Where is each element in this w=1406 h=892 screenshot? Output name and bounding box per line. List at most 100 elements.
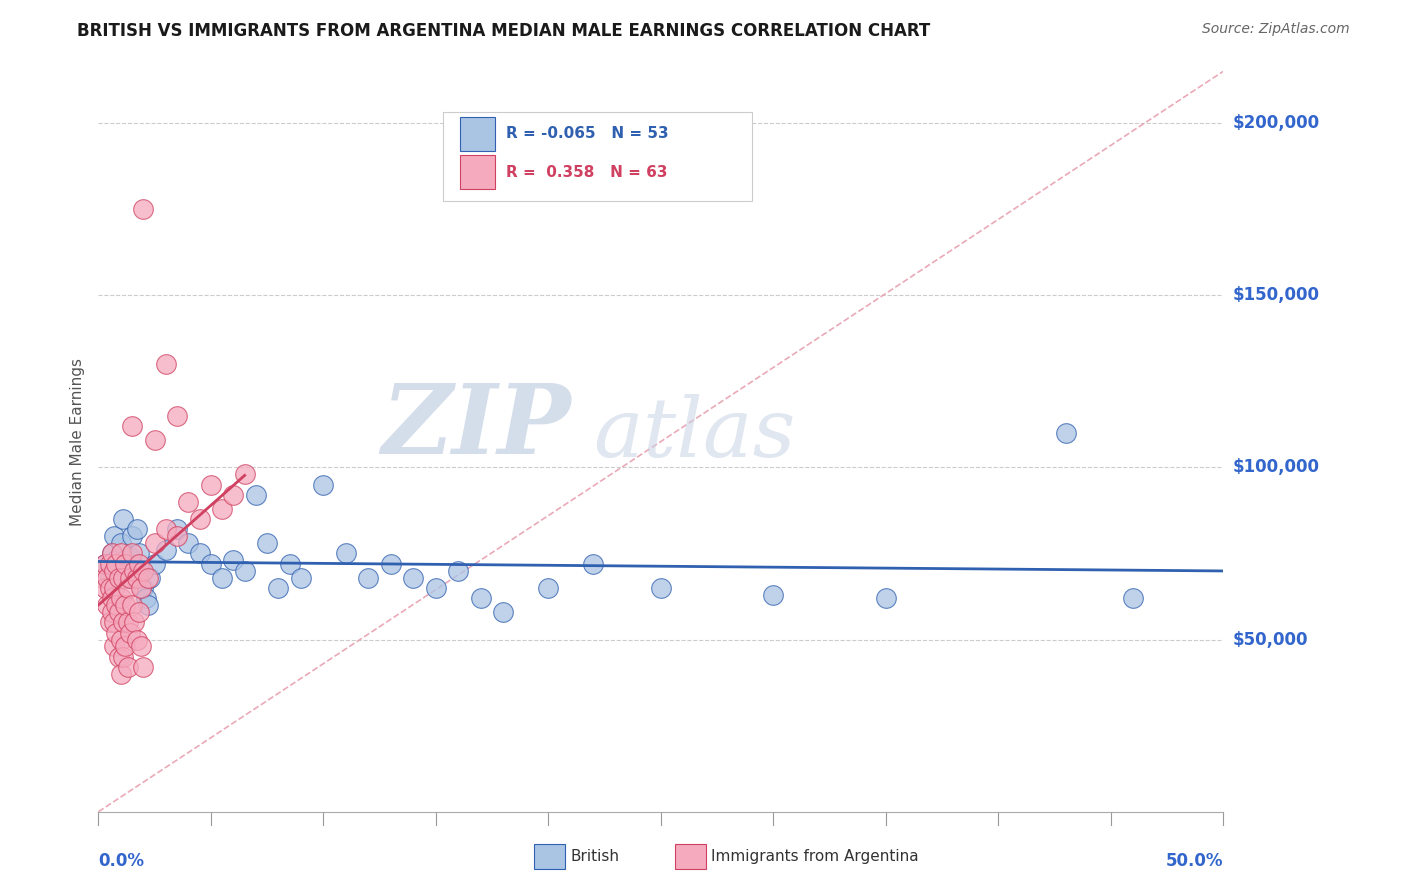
Point — [98, 581, 121, 595]
Point — [98, 557, 121, 571]
Point — [112, 512, 135, 526]
Point — [143, 536, 166, 550]
Point — [124, 615, 146, 630]
Point — [121, 546, 143, 560]
Point — [278, 557, 301, 571]
Point — [155, 543, 177, 558]
Text: R =  0.358   N = 63: R = 0.358 N = 63 — [506, 165, 668, 179]
Point — [117, 581, 139, 595]
Point — [110, 591, 132, 606]
Point — [166, 522, 188, 536]
Point — [117, 660, 139, 674]
Point — [107, 570, 129, 584]
Point — [128, 557, 150, 571]
Point — [118, 549, 141, 564]
Point — [125, 522, 148, 536]
Point — [136, 598, 159, 612]
Point — [103, 581, 125, 595]
Point — [96, 598, 118, 612]
Point — [582, 557, 605, 571]
Point — [91, 570, 114, 584]
Point — [188, 546, 211, 560]
Point — [94, 581, 117, 595]
Point — [94, 557, 117, 571]
Point — [155, 357, 177, 371]
Point — [124, 564, 146, 578]
Point — [211, 570, 233, 584]
Point — [447, 564, 470, 578]
Text: British: British — [571, 849, 620, 863]
Point — [132, 660, 155, 674]
Point — [135, 591, 157, 606]
Point — [177, 536, 200, 550]
Point — [492, 605, 515, 619]
Text: ZIP: ZIP — [381, 380, 571, 474]
Point — [139, 570, 162, 584]
Point — [101, 591, 124, 606]
Point — [357, 570, 380, 584]
Point — [470, 591, 492, 606]
Point — [117, 570, 139, 584]
Point — [200, 477, 222, 491]
Point — [762, 588, 785, 602]
Point — [312, 477, 335, 491]
Point — [1122, 591, 1144, 606]
Point — [110, 557, 132, 571]
Point — [114, 553, 136, 567]
Point — [107, 570, 129, 584]
Point — [125, 570, 148, 584]
Point — [267, 581, 290, 595]
Point — [425, 581, 447, 595]
Point — [117, 615, 139, 630]
Text: R = -0.065   N = 53: R = -0.065 N = 53 — [506, 127, 669, 141]
Point — [98, 570, 121, 584]
Point — [118, 570, 141, 584]
Point — [200, 557, 222, 571]
Point — [110, 667, 132, 681]
Point — [101, 546, 124, 560]
Point — [290, 570, 312, 584]
Point — [103, 564, 125, 578]
Point — [114, 557, 136, 571]
Point — [125, 632, 148, 647]
Text: 0.0%: 0.0% — [98, 853, 145, 871]
Point — [114, 598, 136, 612]
Point — [188, 512, 211, 526]
Point — [121, 529, 143, 543]
Point — [155, 522, 177, 536]
Text: atlas: atlas — [593, 394, 796, 475]
Point — [402, 570, 425, 584]
Point — [103, 529, 125, 543]
Point — [222, 488, 245, 502]
Text: Source: ZipAtlas.com: Source: ZipAtlas.com — [1202, 22, 1350, 37]
Point — [101, 605, 124, 619]
Text: 50.0%: 50.0% — [1166, 853, 1223, 871]
Point — [166, 409, 188, 423]
Point — [143, 433, 166, 447]
Point — [537, 581, 560, 595]
Point — [94, 557, 117, 571]
Point — [222, 553, 245, 567]
Y-axis label: Median Male Earnings: Median Male Earnings — [69, 358, 84, 525]
Point — [256, 536, 278, 550]
Point — [132, 202, 155, 216]
Point — [101, 546, 124, 560]
Point — [136, 570, 159, 584]
Point — [105, 598, 128, 612]
Point — [129, 581, 152, 595]
Text: $200,000: $200,000 — [1232, 114, 1319, 132]
Point — [124, 570, 146, 584]
Text: Immigrants from Argentina: Immigrants from Argentina — [711, 849, 920, 863]
Point — [105, 625, 128, 640]
Point — [121, 598, 143, 612]
Point — [177, 495, 200, 509]
Point — [128, 546, 150, 560]
Point — [245, 488, 267, 502]
Point — [128, 605, 150, 619]
Point — [110, 546, 132, 560]
Point — [143, 557, 166, 571]
Point — [112, 570, 135, 584]
Point — [233, 467, 256, 482]
Point — [105, 553, 128, 567]
Text: $100,000: $100,000 — [1232, 458, 1319, 476]
